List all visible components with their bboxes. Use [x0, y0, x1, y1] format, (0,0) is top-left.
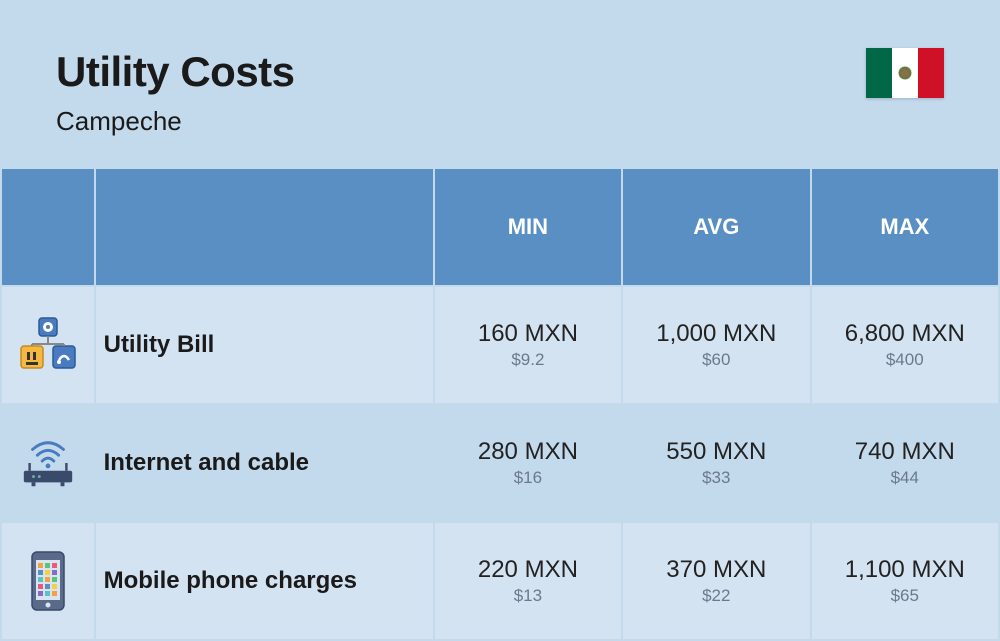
val-secondary: $22 — [623, 586, 809, 606]
flag-stripe-white — [892, 48, 918, 98]
title-block: Utility Costs Campeche — [56, 48, 295, 137]
cell-min: 280 MXN $16 — [435, 405, 621, 521]
page-title: Utility Costs — [56, 48, 295, 96]
val-secondary: $16 — [435, 468, 621, 488]
val-primary: 220 MXN — [435, 556, 621, 584]
col-header-avg: AVG — [623, 169, 809, 285]
table-row: Internet and cable 280 MXN $16 550 MXN $… — [2, 405, 998, 521]
flag-stripe-green — [866, 48, 892, 98]
subtitle: Campeche — [56, 106, 295, 137]
table-row: Utility Bill 160 MXN $9.2 1,000 MXN $60 … — [2, 287, 998, 403]
cell-avg: 1,000 MXN $60 — [623, 287, 809, 403]
row-name: Internet and cable — [96, 405, 433, 521]
val-primary: 280 MXN — [435, 438, 621, 466]
cell-max: 6,800 MXN $400 — [812, 287, 998, 403]
row-name: Utility Bill — [96, 287, 433, 403]
cell-avg: 370 MXN $22 — [623, 523, 809, 639]
col-header-min: MIN — [435, 169, 621, 285]
val-primary: 1,100 MXN — [812, 556, 998, 584]
flag-emblem-icon — [898, 66, 912, 80]
val-primary: 550 MXN — [623, 438, 809, 466]
cell-max: 1,100 MXN $65 — [812, 523, 998, 639]
mexico-flag-icon — [866, 48, 944, 98]
cell-max: 740 MXN $44 — [812, 405, 998, 521]
utility-bill-icon — [18, 315, 78, 375]
cell-min: 160 MXN $9.2 — [435, 287, 621, 403]
val-secondary: $13 — [435, 586, 621, 606]
col-header-max: MAX — [812, 169, 998, 285]
mobile-phone-icon — [18, 551, 78, 611]
row-icon-cell — [2, 523, 94, 639]
val-secondary: $44 — [812, 468, 998, 488]
row-name: Mobile phone charges — [96, 523, 433, 639]
val-secondary: $33 — [623, 468, 809, 488]
table-header-row: MIN AVG MAX — [2, 169, 998, 285]
val-secondary: $400 — [812, 350, 998, 370]
header: Utility Costs Campeche — [0, 0, 1000, 167]
val-secondary: $9.2 — [435, 350, 621, 370]
val-secondary: $65 — [812, 586, 998, 606]
val-secondary: $60 — [623, 350, 809, 370]
val-primary: 1,000 MXN — [623, 320, 809, 348]
val-primary: 370 MXN — [623, 556, 809, 584]
internet-router-icon — [18, 433, 78, 493]
col-header-icon — [2, 169, 94, 285]
col-header-name — [96, 169, 433, 285]
cell-min: 220 MXN $13 — [435, 523, 621, 639]
cell-avg: 550 MXN $33 — [623, 405, 809, 521]
val-primary: 160 MXN — [435, 320, 621, 348]
table-row: Mobile phone charges 220 MXN $13 370 MXN… — [2, 523, 998, 639]
flag-stripe-red — [918, 48, 944, 98]
row-icon-cell — [2, 287, 94, 403]
cost-table: MIN AVG MAX — [0, 167, 1000, 641]
val-primary: 6,800 MXN — [812, 320, 998, 348]
val-primary: 740 MXN — [812, 438, 998, 466]
row-icon-cell — [2, 405, 94, 521]
